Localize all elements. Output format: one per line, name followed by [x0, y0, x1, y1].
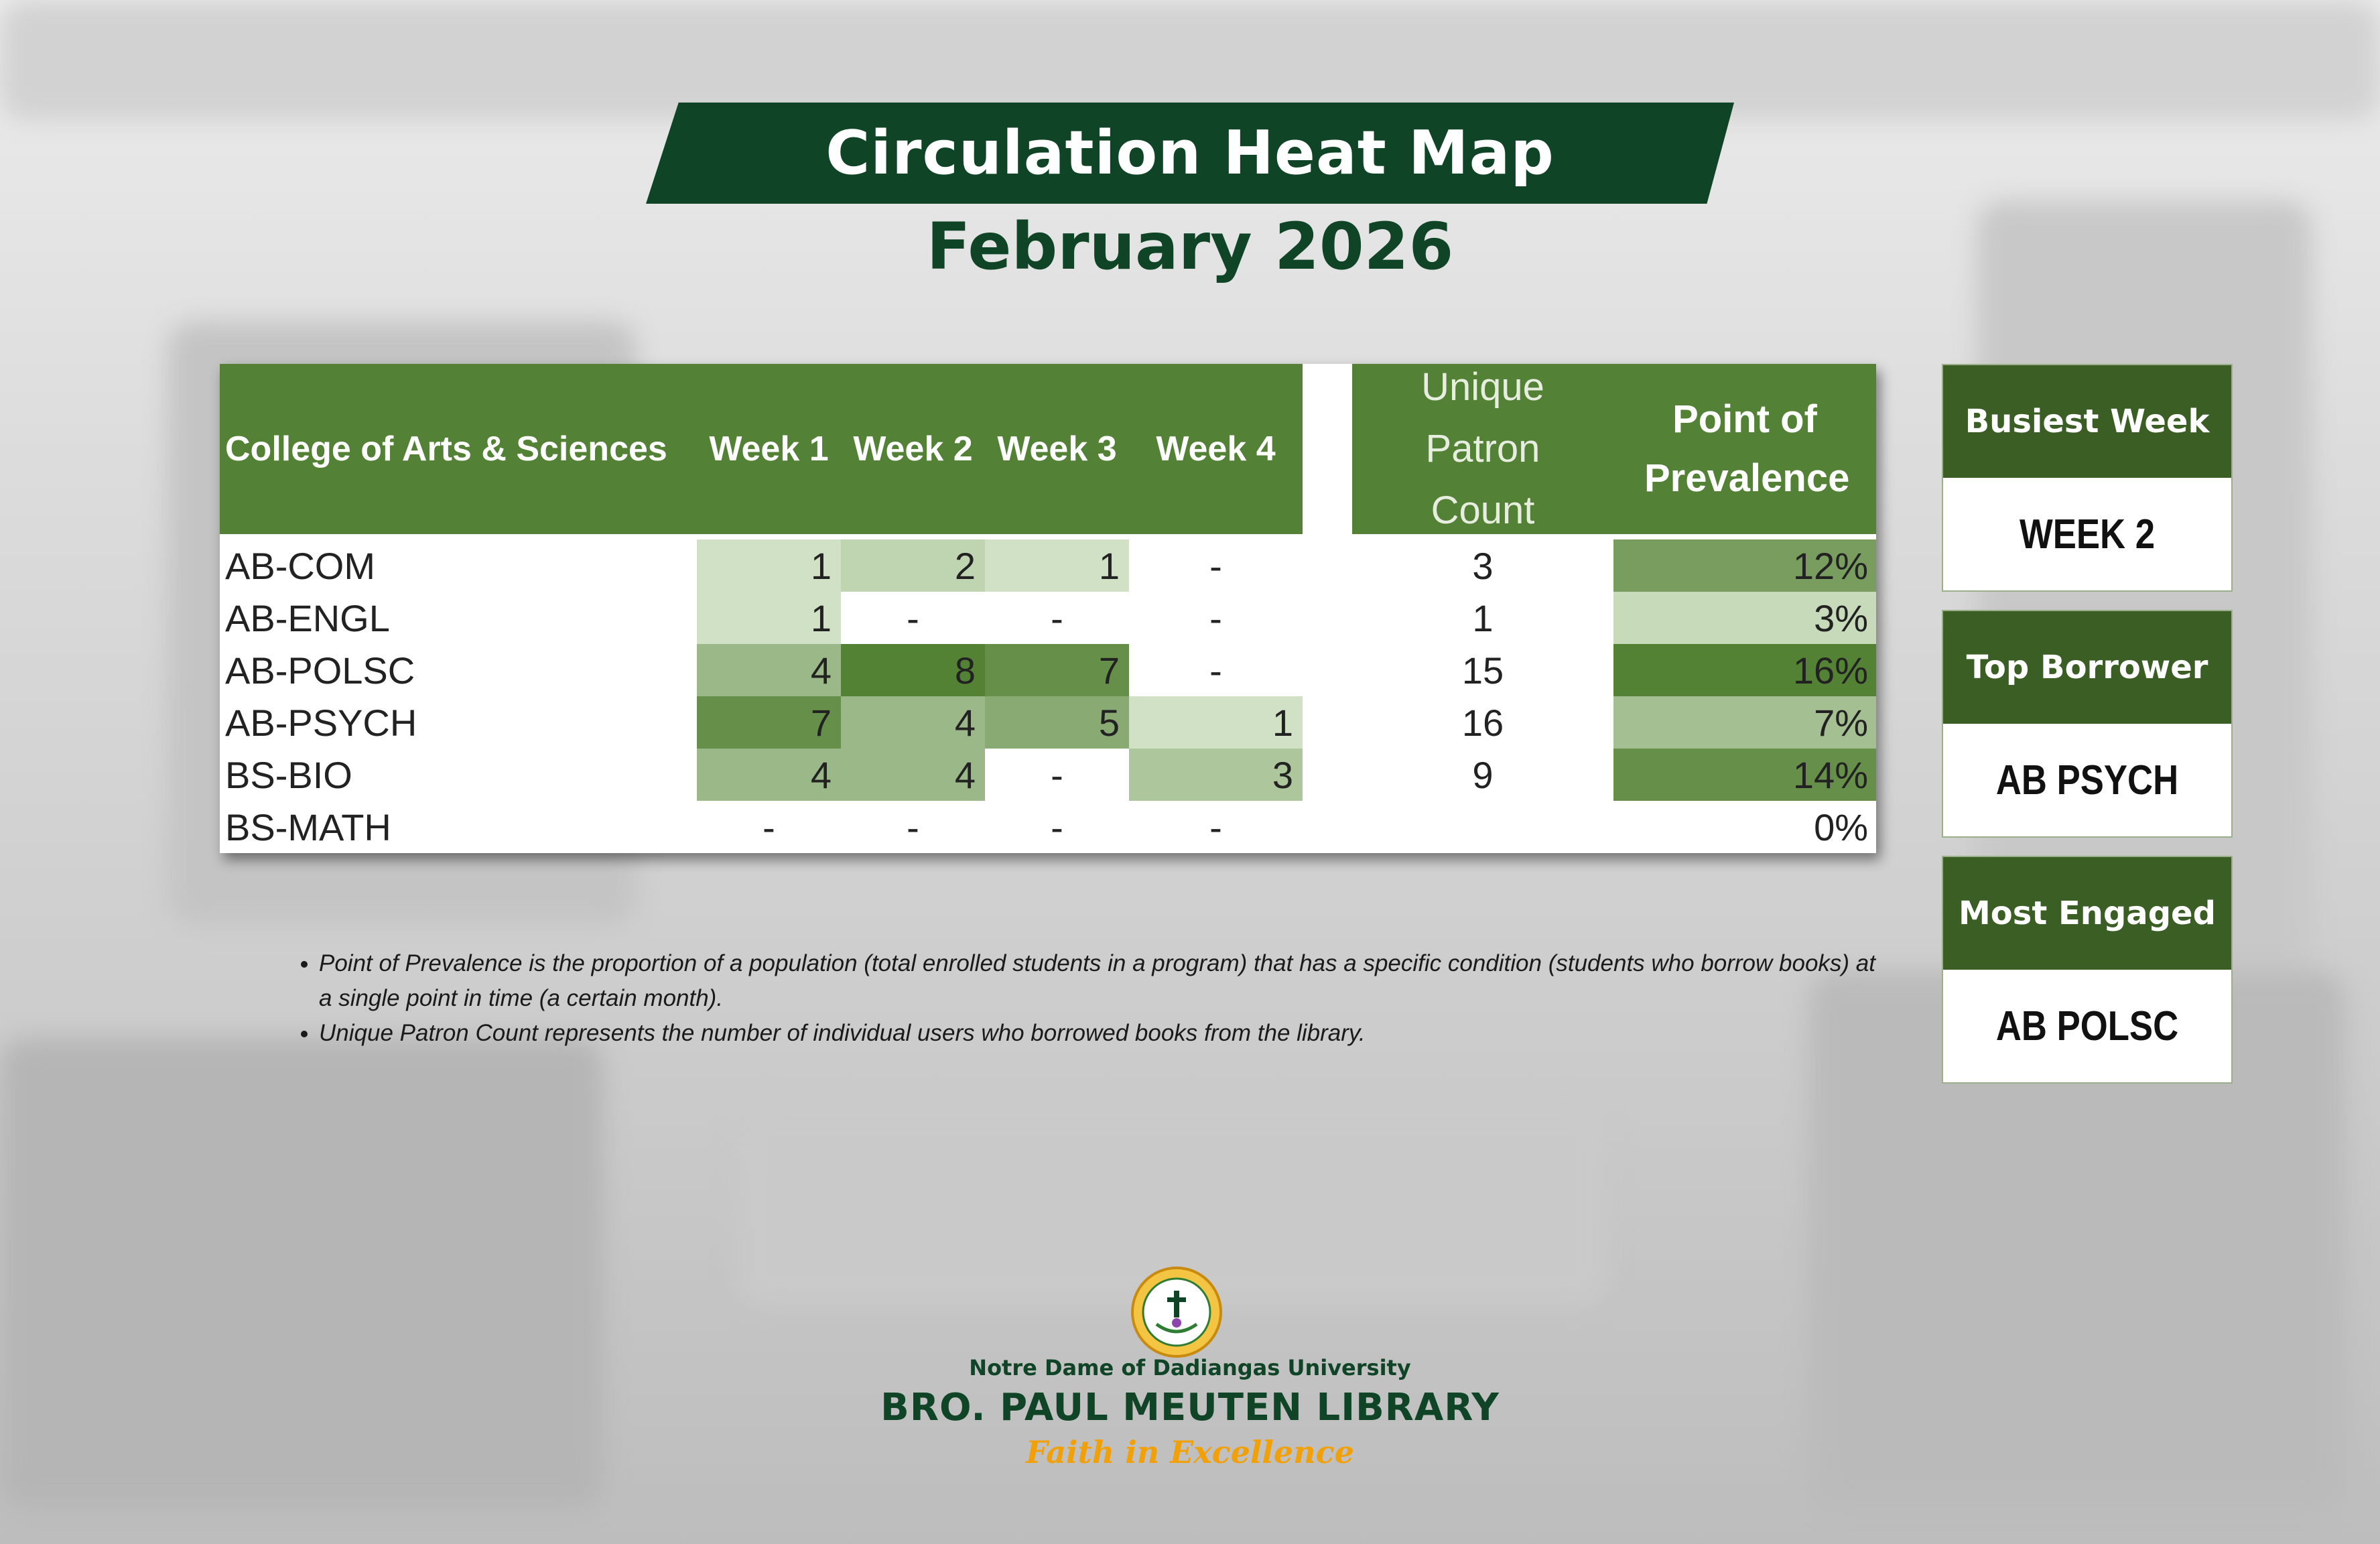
heat-cell-week-1: 4 — [697, 749, 841, 801]
page-title: Circulation Heat Map — [825, 118, 1555, 188]
point-of-prevalence-cell: 14% — [1613, 749, 1876, 801]
table-row: AB-PSYCH 7 4 5 1 16 7% — [220, 696, 1876, 749]
table-row: BS-BIO 4 4 - 3 9 14% — [220, 749, 1876, 801]
heat-cell-week-1: 4 — [697, 644, 841, 696]
point-of-prevalence-cell: 16% — [1613, 644, 1876, 696]
program-label: AB-ENGL — [225, 596, 390, 639]
program-label: AB-COM — [225, 544, 375, 587]
library-motto: Faith in Excellence — [1026, 1434, 1354, 1470]
heat-cell-week-1: - — [763, 806, 775, 848]
unique-patron-count-cell — [1352, 801, 1613, 853]
table-row: AB-COM 1 2 1 - 3 12% — [220, 539, 1876, 592]
program-label: BS-BIO — [225, 753, 352, 796]
column-header-week-4: Week 4 — [1156, 430, 1276, 468]
heat-cell-week-4: - — [1209, 596, 1222, 639]
column-header-unique-patron-count: Unique Patron Count — [1352, 364, 1613, 534]
title-banner: Circulation Heat Map — [646, 103, 1734, 204]
table-row: BS-MATH - - - - 0% — [220, 801, 1876, 853]
unique-patron-count-cell: 3 — [1472, 544, 1494, 587]
heat-cell-week-1: 7 — [697, 696, 841, 749]
footnote-unique-patron-count: Unique Patron Count represents the numbe… — [319, 1016, 1890, 1051]
unique-patron-count-cell: 1 — [1472, 596, 1494, 639]
column-header-week-1: Week 1 — [709, 430, 829, 468]
highlight-value: AB POLSC — [1965, 970, 2210, 1082]
unique-patron-count-cell: 16 — [1461, 701, 1504, 744]
unique-patron-count-label: Unique Patron Count — [1421, 365, 1544, 532]
highlight-value: WEEK 2 — [1965, 478, 2210, 590]
table-header-right — [1352, 364, 1876, 534]
heat-cell-week-3: 7 — [985, 644, 1129, 696]
heat-cell-week-4: - — [1209, 544, 1222, 587]
program-label: AB-POLSC — [225, 649, 415, 692]
heat-cell-week-2: 4 — [841, 749, 985, 801]
point-of-prevalence-label: Point of Prevalence — [1644, 397, 1850, 500]
highlight-label: Most Engaged — [1943, 857, 2231, 970]
university-seal-icon — [1131, 1267, 1222, 1358]
highlight-label: Top Borrower — [1943, 611, 2231, 724]
column-header-week-2: Week 2 — [853, 430, 973, 468]
point-of-prevalence-cell: 0% — [1814, 806, 1868, 848]
heat-cell-week-4: - — [1209, 649, 1222, 692]
library-name: BRO. PAUL MEUTEN LIBRARY — [880, 1386, 1500, 1429]
heat-cell-week-1: 1 — [697, 539, 841, 592]
table-row: AB-ENGL 1 - - - 1 3% — [220, 592, 1876, 644]
point-of-prevalence-cell: 7% — [1613, 696, 1876, 749]
highlight-most-engaged: Most Engaged AB POLSC — [1942, 856, 2233, 1084]
heat-cell-week-2: 2 — [841, 539, 985, 592]
heat-cell-week-3: - — [1051, 753, 1063, 796]
heat-cell-week-2: 8 — [841, 644, 985, 696]
heat-cell-week-3: - — [1051, 596, 1063, 639]
footnotes: Point of Prevalence is the proportion of… — [281, 946, 1890, 1051]
table-row: AB-POLSC 4 8 7 - 15 16% — [220, 644, 1876, 696]
university-name: Notre Dame of Dadiangas University — [969, 1355, 1411, 1380]
highlight-value: AB PSYCH — [1965, 724, 2210, 836]
point-of-prevalence-cell: 3% — [1613, 592, 1876, 644]
heat-cell-week-3: 5 — [985, 696, 1129, 749]
column-header-week-3: Week 3 — [997, 430, 1117, 468]
heat-cell-week-1: 1 — [697, 592, 841, 644]
row-header-label: College of Arts & Sciences — [225, 430, 667, 468]
highlight-label: Busiest Week — [1943, 365, 2231, 478]
table-header-left — [220, 364, 1303, 534]
unique-patron-count-cell: 9 — [1472, 753, 1494, 796]
heat-cell-week-3: - — [1051, 806, 1063, 848]
column-header-point-of-prevalence: Point of Prevalence — [1613, 364, 1876, 534]
footnote-point-of-prevalence: Point of Prevalence is the proportion of… — [319, 946, 1890, 1016]
program-label: BS-MATH — [225, 806, 391, 848]
page-subtitle: February 2026 — [926, 209, 1454, 284]
heat-cell-week-4: - — [1209, 806, 1222, 848]
highlight-top-borrower: Top Borrower AB PSYCH — [1942, 610, 2233, 838]
highlight-busiest-week: Busiest Week WEEK 2 — [1942, 364, 2233, 592]
heat-cell-week-3: 1 — [985, 539, 1129, 592]
heat-cell-week-2: - — [907, 806, 919, 848]
program-label: AB-PSYCH — [225, 701, 417, 744]
heat-cell-week-2: 4 — [841, 696, 985, 749]
unique-patron-count-cell: 15 — [1461, 649, 1504, 692]
heat-cell-week-4: 1 — [1129, 696, 1303, 749]
heat-cell-week-4: 3 — [1129, 749, 1303, 801]
heatmap-table: College of Arts & Sciences Week 1 Week 2… — [220, 364, 1876, 853]
point-of-prevalence-cell: 12% — [1613, 539, 1876, 592]
heat-cell-week-2: - — [907, 596, 919, 639]
